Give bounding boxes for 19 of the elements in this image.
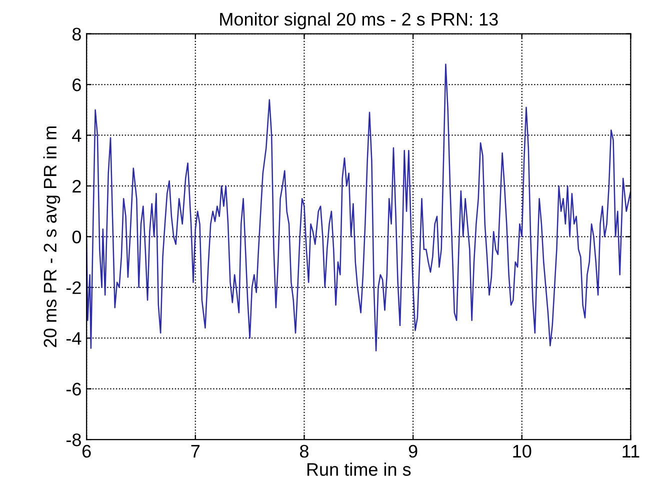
y-tick-label: 8: [72, 28, 81, 41]
y-tick-label: -8: [66, 433, 81, 446]
x-axis-title: Run time in s: [307, 462, 411, 476]
x-tick-label: 9: [408, 444, 418, 458]
y-tick-label: -6: [66, 382, 81, 396]
x-tick-label: 6: [82, 444, 91, 458]
x-tick-label: 10: [513, 444, 532, 458]
y-axis-title: 20 ms PR - 2 s avg PR in m: [43, 126, 60, 348]
y-tick-label: -4: [66, 332, 82, 345]
chart-title: Monitor signal 20 ms - 2 s PRN: 13: [220, 12, 498, 30]
y-tick-label: -2: [66, 281, 81, 294]
x-tick-label: 8: [300, 444, 308, 458]
y-tick-label: 6: [72, 78, 81, 92]
x-tick-label: 11: [622, 445, 640, 458]
line-series: [86, 64, 631, 352]
y-tick-label: 2: [72, 180, 81, 192]
y-tick-label: 4: [72, 129, 82, 142]
x-tick-label: 7: [191, 445, 200, 458]
y-tick-label: 0: [72, 230, 82, 244]
